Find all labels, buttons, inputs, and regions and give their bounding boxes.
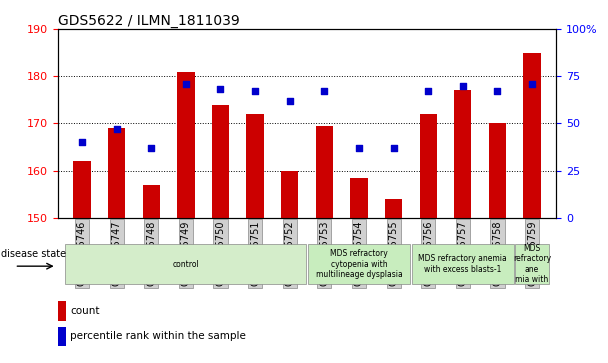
Text: disease state: disease state	[1, 249, 66, 259]
Bar	[316, 126, 333, 218]
Bar	[350, 178, 368, 218]
Bar	[489, 123, 506, 218]
Point	[77, 139, 87, 145]
Text: MDS
refractory
ane
mia with: MDS refractory ane mia with	[513, 244, 551, 284]
FancyBboxPatch shape	[412, 244, 514, 284]
Point	[319, 89, 329, 94]
Point	[147, 145, 156, 151]
Text: GDS5622 / ILMN_1811039: GDS5622 / ILMN_1811039	[58, 14, 240, 28]
Text: percentile rank within the sample: percentile rank within the sample	[70, 331, 246, 341]
Point	[423, 89, 433, 94]
Text: count: count	[70, 306, 100, 316]
Bar	[281, 171, 299, 218]
Bar	[420, 114, 437, 218]
Point	[216, 86, 226, 92]
Bar	[212, 105, 229, 218]
FancyBboxPatch shape	[516, 244, 548, 284]
Bar	[246, 114, 264, 218]
Bar	[385, 199, 402, 218]
Point	[389, 145, 398, 151]
Point	[250, 89, 260, 94]
Point	[354, 145, 364, 151]
Bar	[454, 90, 471, 218]
Point	[181, 81, 191, 87]
Bar	[143, 185, 160, 218]
Bar	[523, 53, 541, 218]
Bar	[58, 301, 66, 321]
FancyBboxPatch shape	[308, 244, 410, 284]
Bar	[177, 72, 195, 218]
Point	[527, 81, 537, 87]
Point	[112, 126, 122, 132]
Bar	[108, 128, 125, 218]
Point	[458, 83, 468, 89]
Bar	[74, 161, 91, 218]
Text: control: control	[173, 260, 199, 269]
Point	[285, 98, 295, 104]
Bar	[58, 327, 66, 346]
Text: MDS refractory anemia
with excess blasts-1: MDS refractory anemia with excess blasts…	[418, 254, 507, 274]
Text: MDS refractory
cytopenia with
multilineage dysplasia: MDS refractory cytopenia with multilinea…	[316, 249, 402, 279]
Point	[492, 89, 502, 94]
FancyBboxPatch shape	[66, 244, 306, 284]
